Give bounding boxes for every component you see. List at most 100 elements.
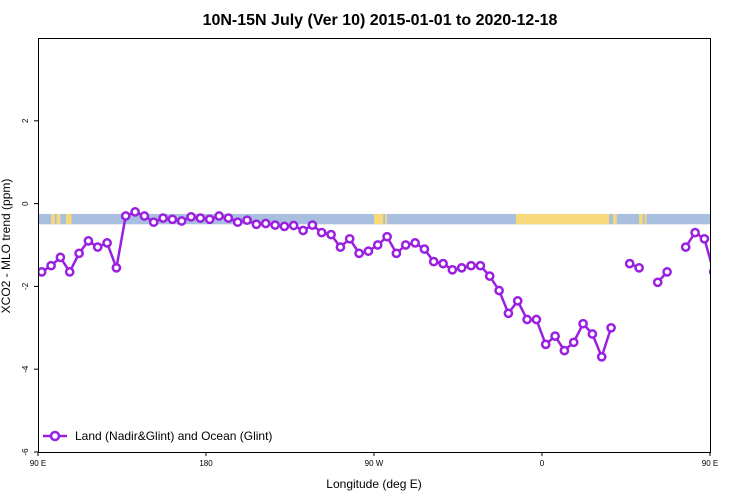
surface-band-land bbox=[385, 213, 388, 225]
data-point bbox=[596, 351, 607, 362]
data-point bbox=[466, 260, 476, 271]
data-point bbox=[540, 339, 551, 350]
data-point bbox=[568, 337, 579, 348]
legend-label: Land (Nadir&Glint) and Ocean (Glint) bbox=[75, 429, 272, 443]
data-point bbox=[410, 238, 420, 248]
data-point bbox=[503, 308, 514, 319]
y-axis-label: XCO2 - MLO trend (ppm) bbox=[0, 179, 13, 314]
data-point bbox=[578, 318, 588, 329]
x-tick-label: 90 W bbox=[365, 459, 384, 468]
data-point bbox=[139, 211, 150, 221]
plot-area bbox=[38, 207, 750, 362]
y-tick-label: 2 bbox=[21, 118, 30, 123]
surface-band-land bbox=[639, 213, 643, 225]
data-point bbox=[204, 214, 215, 225]
y-axis: -6 -4 -2 0 2 bbox=[21, 118, 38, 456]
data-point bbox=[550, 331, 560, 341]
data-point bbox=[606, 322, 616, 333]
x-tick-label: 0 bbox=[540, 459, 545, 468]
legend: Land (Nadir&Glint) and Ocean (Glint) bbox=[43, 429, 272, 443]
surface-band-land bbox=[374, 213, 384, 225]
data-point bbox=[400, 240, 411, 250]
data-point bbox=[46, 260, 56, 271]
data-point bbox=[699, 233, 710, 244]
data-point bbox=[298, 225, 308, 236]
data-point bbox=[120, 211, 131, 221]
data-point bbox=[307, 220, 318, 230]
data-point bbox=[690, 227, 700, 238]
data-point bbox=[354, 248, 364, 259]
data-point bbox=[494, 285, 504, 296]
data-point bbox=[634, 262, 644, 273]
y-tick-label: -6 bbox=[21, 448, 30, 456]
data-point bbox=[279, 221, 290, 232]
x-axis-label: Longitude (deg E) bbox=[326, 477, 421, 491]
data-point bbox=[372, 240, 383, 250]
data-point bbox=[438, 258, 448, 269]
data-point bbox=[447, 264, 458, 275]
data-point bbox=[83, 236, 94, 246]
data-point bbox=[64, 267, 75, 277]
data-point bbox=[158, 213, 168, 223]
chart-title: 10N-15N July (Ver 10) 2015-01-01 to 2020… bbox=[203, 12, 558, 29]
data-point bbox=[662, 267, 672, 277]
x-tick-label: 90 E bbox=[702, 459, 718, 468]
data-point bbox=[587, 329, 598, 339]
data-point bbox=[130, 207, 140, 217]
data-point bbox=[195, 213, 206, 223]
surface-band-land bbox=[732, 214, 739, 224]
y-tick-label: 0 bbox=[21, 201, 30, 206]
data-point bbox=[92, 242, 103, 252]
data-point bbox=[38, 267, 47, 277]
data-point bbox=[522, 314, 532, 325]
data-point bbox=[531, 314, 542, 325]
data-point bbox=[680, 242, 691, 252]
data-point bbox=[270, 220, 280, 230]
data-point bbox=[456, 262, 467, 273]
data-point bbox=[708, 268, 710, 276]
x-tick-label: 180 bbox=[199, 459, 213, 468]
data-point bbox=[186, 211, 196, 222]
data-point bbox=[475, 260, 486, 271]
data-point bbox=[624, 258, 635, 269]
surface-band-land bbox=[744, 214, 750, 224]
data-point bbox=[232, 217, 243, 228]
y-tick-label: -2 bbox=[21, 282, 30, 290]
data-point bbox=[167, 214, 178, 225]
surface-band-land bbox=[612, 213, 617, 225]
data-point bbox=[148, 217, 159, 228]
data-point bbox=[251, 219, 262, 230]
data-point bbox=[335, 242, 346, 252]
surface-band-land bbox=[51, 213, 55, 225]
data-point bbox=[729, 254, 736, 261]
data-point bbox=[428, 256, 439, 267]
data-point bbox=[391, 248, 402, 259]
data-point bbox=[344, 233, 355, 244]
data-point bbox=[363, 246, 374, 257]
surface-band-land bbox=[66, 213, 72, 225]
x-axis: 90 E 180 90 W 0 90 E bbox=[30, 452, 718, 468]
data-point bbox=[111, 262, 122, 273]
data-point bbox=[559, 345, 570, 356]
data-point bbox=[242, 215, 252, 226]
data-point bbox=[55, 252, 66, 263]
surface-band-land bbox=[515, 213, 610, 225]
data-point bbox=[720, 262, 727, 269]
data-point bbox=[484, 271, 495, 281]
data-point bbox=[512, 296, 523, 306]
data-point bbox=[260, 218, 271, 229]
data-point bbox=[738, 268, 745, 275]
data-point bbox=[176, 216, 187, 226]
data-point bbox=[223, 213, 234, 223]
legend-marker bbox=[49, 430, 61, 442]
surface-band-land bbox=[644, 213, 647, 225]
surface-band-land bbox=[56, 213, 61, 225]
data-point bbox=[326, 229, 336, 240]
data-point bbox=[419, 244, 430, 254]
x-tick-label: 90 E bbox=[30, 459, 46, 468]
data-point bbox=[102, 238, 112, 248]
data-point bbox=[382, 231, 392, 242]
y-tick-label: -4 bbox=[21, 365, 30, 373]
data-point bbox=[288, 220, 299, 231]
